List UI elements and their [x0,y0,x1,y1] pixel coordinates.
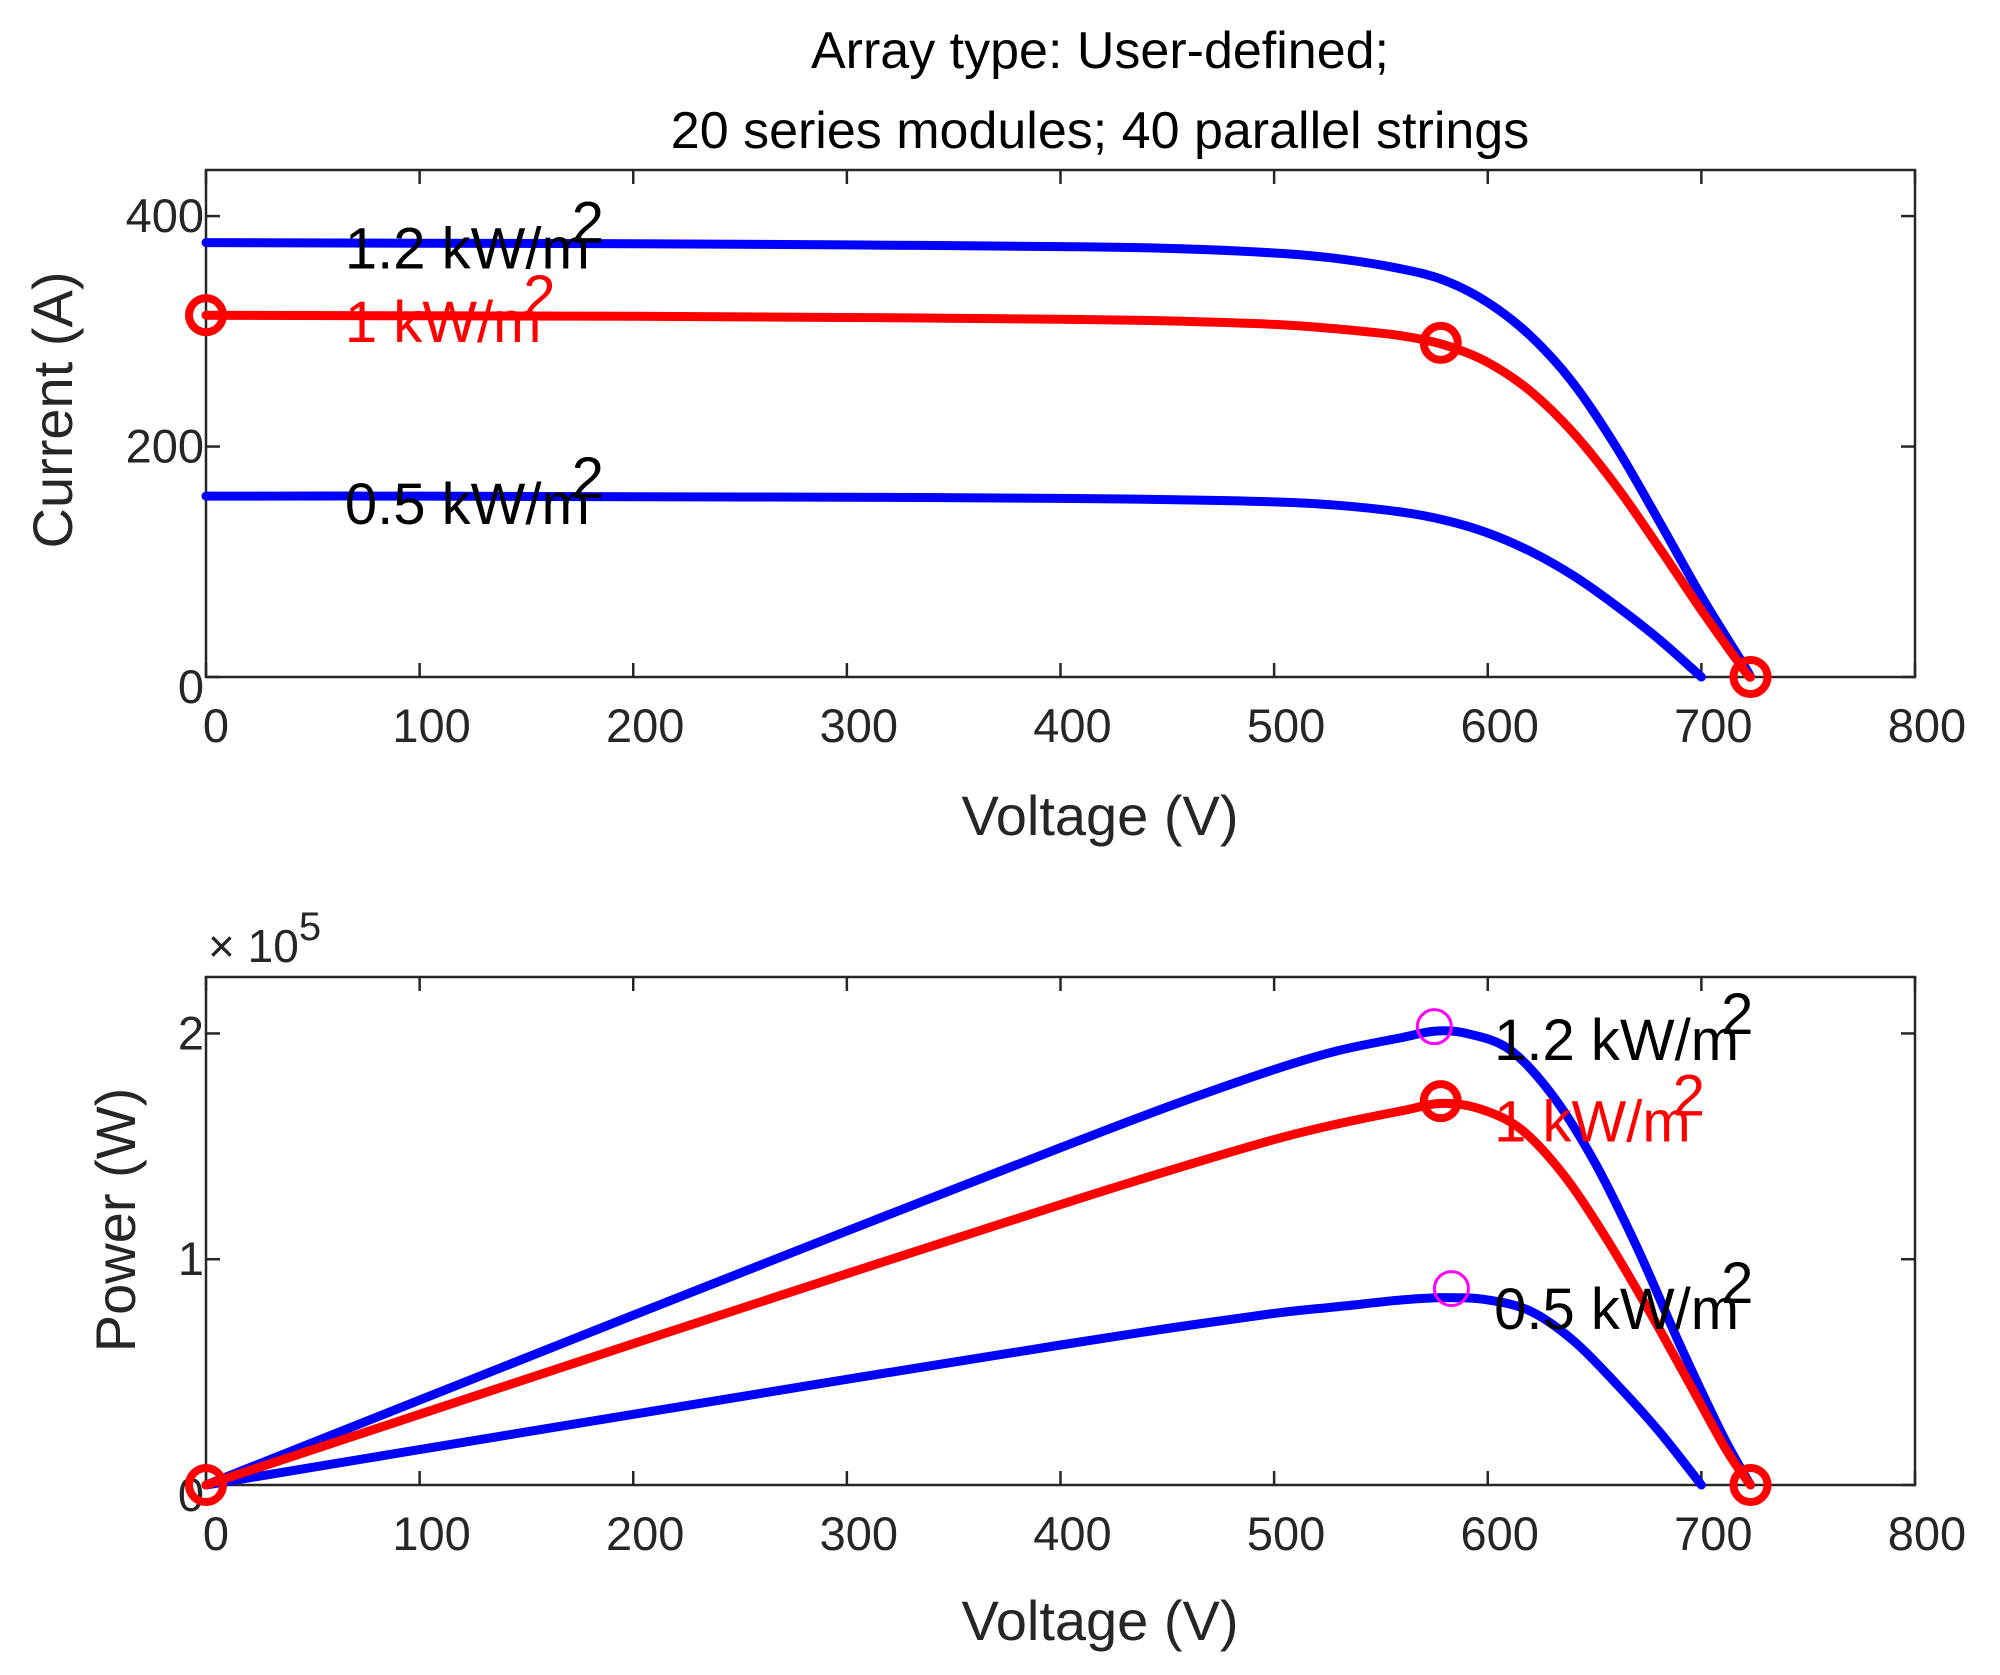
top-x-axis-label: Voltage (V) [961,784,1238,847]
bottom-y-tick-label: 2 [178,1006,204,1059]
bottom-x-axis-label: Voltage (V) [961,1589,1238,1652]
top-irradiance-label: 1.2 kW/m2 [345,190,604,281]
bottom-x-tick-label: 500 [1247,1507,1325,1560]
bottom-irradiance-label: 0.5 kW/m2 [1494,1251,1753,1342]
top-x-tick-label: 800 [1888,699,1966,752]
top-series-line [201,310,1755,682]
bottom-operating-point-marker [185,1464,227,1506]
top-irradiance-label: 1 kW/m2 [345,264,556,355]
bottom-irradiance-label-sup: 2 [1721,982,1753,1047]
top-x-tick-label: 200 [606,699,684,752]
top-y-tick-label: 200 [126,420,204,473]
bottom-x-tick-label: 700 [1674,1507,1752,1560]
bottom-irradiance-label-sup: 2 [1721,1251,1753,1316]
bottom-irradiance-label-text: 1.2 kW/m [1494,1008,1739,1073]
bottom-x-tick-label: 400 [1033,1507,1111,1560]
top-irradiance-label-text: 1.2 kW/m [345,216,590,281]
bottom-x-tick-label: 300 [820,1507,898,1560]
bottom-mpp-marker [1432,1270,1470,1308]
bottom-irradiance-label-text: 1 kW/m [1494,1089,1691,1154]
bottom-y-tick-label: 1 [178,1232,204,1285]
top-y-tick-label: 400 [126,189,204,242]
current-voltage-plot: 0 100 200 300 400 500 600 700 800 0 200 400 1.2 kW/m… [126,168,1966,752]
top-irradiance-label-sup: 2 [572,446,604,511]
top-irradiance-label: 0.5 kW/m2 [345,446,604,537]
chart-title-line-2: 20 series modules; 40 parallel strings [671,102,1529,160]
bottom-irradiance-label: 1 kW/m2 [1494,1063,1705,1154]
bottom-x-tick-label: 600 [1461,1507,1539,1560]
bottom-irradiance-label-text: 0.5 kW/m [1494,1277,1739,1342]
y-axis-multiplier-base: × 10 [208,920,299,972]
bottom-operating-point-marker [1419,1080,1462,1123]
bottom-y-axis-label: Power (W) [84,1088,147,1352]
bottom-x-tick-label: 100 [392,1507,470,1560]
bottom-x-tick-label: 200 [606,1507,684,1560]
bottom-series-line [201,1026,1755,1490]
bottom-x-tick-label: 0 [203,1507,229,1560]
top-irradiance-label-text: 1 kW/m [345,290,542,355]
top-y-tick-label: 0 [178,660,204,713]
bottom-operating-point-marker [1729,1464,1772,1506]
top-series-line [201,491,1706,682]
bottom-irradiance-label-sup: 2 [1673,1063,1705,1128]
top-irradiance-label-sup: 2 [523,264,555,329]
top-operating-point-marker [185,294,227,337]
top-operating-point-marker [1419,321,1462,364]
top-x-tick-label: 0 [203,699,229,752]
top-x-tick-label: 600 [1461,699,1539,752]
top-x-tick-label: 100 [392,699,470,752]
bottom-x-tick-label: 800 [1888,1507,1966,1560]
bottom-series-line [201,1293,1706,1490]
bottom-series-line [201,1098,1755,1490]
top-operating-point-marker [1729,656,1772,698]
top-x-tick-label: 300 [820,699,898,752]
top-irradiance-label-text: 0.5 kW/m [345,472,590,537]
chart-title-line-1: Array type: User-defined; [811,22,1389,80]
bottom-irradiance-label: 1.2 kW/m2 [1494,982,1753,1073]
top-series-line [201,238,1755,682]
bottom-mpp-marker [1415,1008,1453,1046]
top-x-tick-label: 500 [1247,699,1325,752]
y-axis-multiplier: × 105 [208,905,321,972]
top-y-axis-label: Current (A) [21,272,84,549]
y-axis-multiplier-exponent: 5 [299,905,321,949]
top-x-tick-label: 700 [1674,699,1752,752]
top-x-tick-label: 400 [1033,699,1111,752]
top-irradiance-label-sup: 2 [572,190,604,255]
